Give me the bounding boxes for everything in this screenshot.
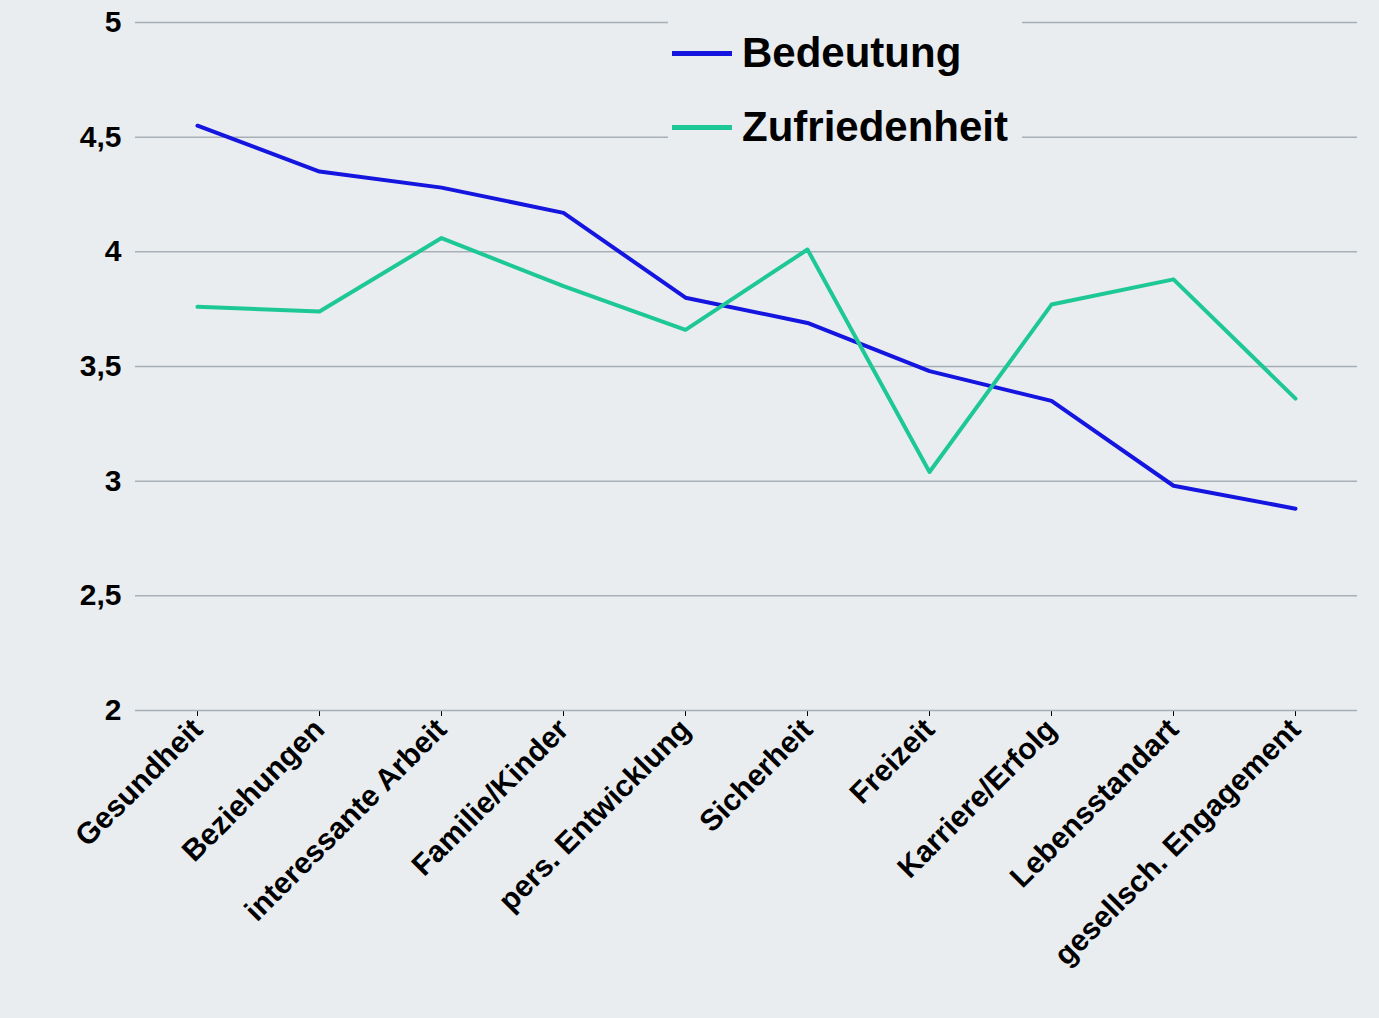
svg-text:2,5: 2,5 — [80, 578, 122, 611]
svg-text:4,5: 4,5 — [80, 120, 122, 153]
svg-text:gesellsch. Engagement: gesellsch. Engagement — [1047, 712, 1306, 971]
svg-text:Freizeit: Freizeit — [843, 712, 941, 810]
svg-text:3: 3 — [105, 464, 122, 497]
svg-text:Beziehungen: Beziehungen — [175, 712, 331, 868]
html-text:Zufriedenheit: Zufriedenheit — [742, 103, 1008, 150]
svg-text:3,5: 3,5 — [80, 349, 122, 382]
svg-text:pers. Entwicklung: pers. Entwicklung — [492, 712, 697, 917]
svg-text:Lebensstandart: Lebensstandart — [1003, 712, 1185, 894]
svg-text:4: 4 — [105, 234, 122, 267]
svg-text:Gesundheit: Gesundheit — [68, 712, 209, 853]
svg-text:Karriere/Erfolg: Karriere/Erfolg — [890, 712, 1063, 885]
html-text:Bedeutung: Bedeutung — [742, 29, 962, 76]
svg-text:interessante Arbeit: interessante Arbeit — [238, 712, 453, 927]
svg-text:Familie/Kinder: Familie/Kinder — [405, 712, 575, 882]
svg-text:5: 5 — [105, 5, 122, 38]
svg-text:Sicherheit: Sicherheit — [693, 712, 819, 838]
svg-text:2: 2 — [105, 693, 122, 726]
